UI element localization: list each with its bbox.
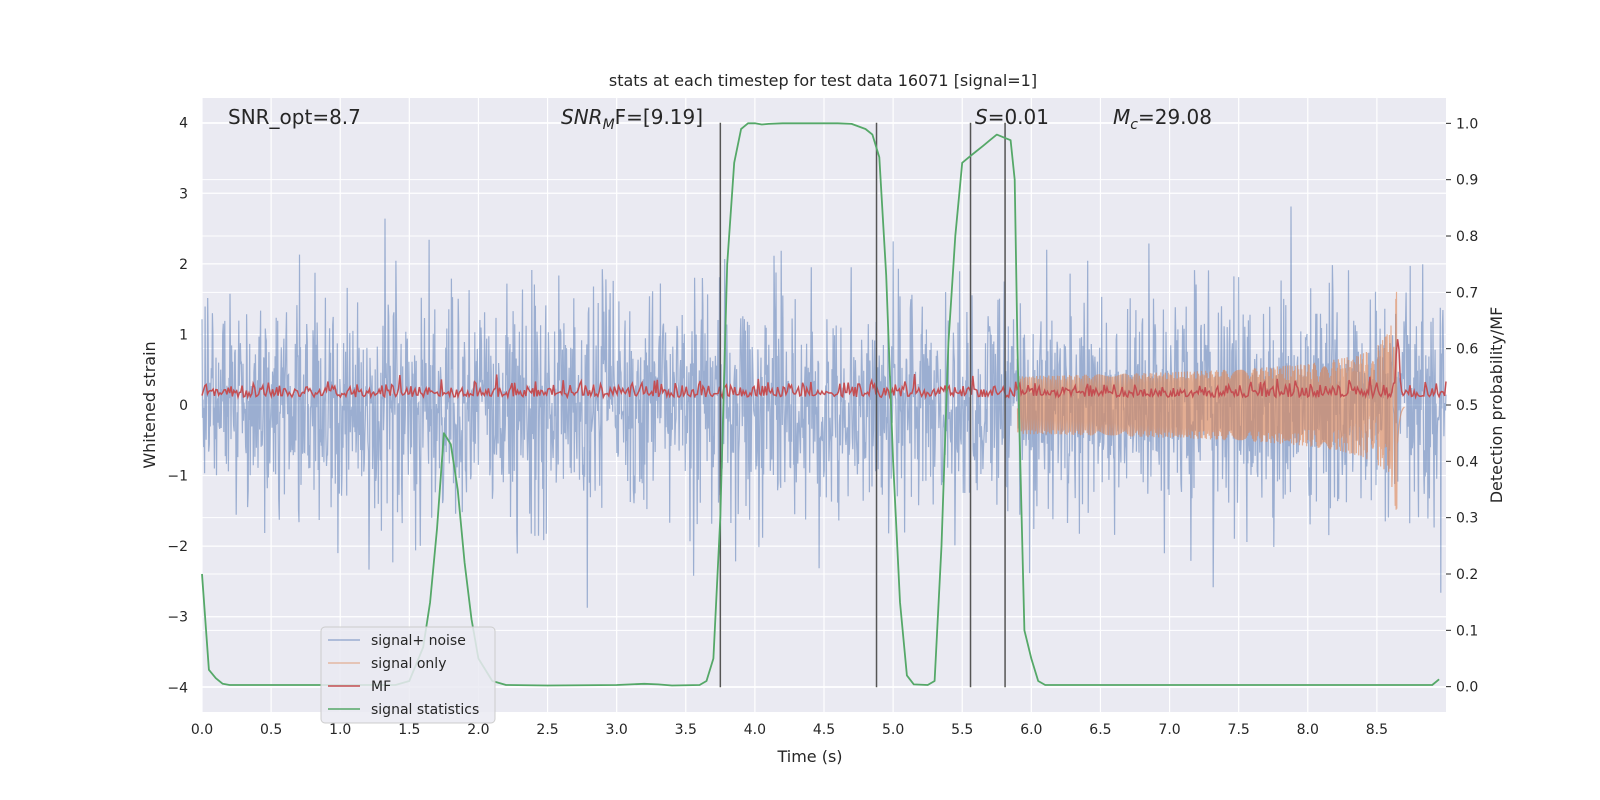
legend-label-signal-only: signal only: [371, 656, 446, 672]
y2-tick-label: 0.8: [1456, 229, 1478, 245]
y-tick-label: −4: [167, 680, 188, 696]
y2-tick-label: 1.0: [1456, 116, 1478, 132]
x-tick-label: 1.5: [398, 722, 420, 738]
x-tick-label: 1.0: [329, 722, 351, 738]
x-tick-label: 5.0: [882, 722, 904, 738]
series-signal-statistics: [201, 122, 1440, 687]
x-tick-label: 0.0: [191, 722, 213, 738]
x-tick-label: 3.0: [606, 722, 628, 738]
y-axis-label: Whitened strain: [140, 341, 159, 468]
x-tick-label: 6.0: [1020, 722, 1042, 738]
y2-tick-label: 0.3: [1456, 511, 1478, 527]
y-tick-label: 1: [179, 327, 188, 343]
x-tick-label: 2.0: [467, 722, 489, 738]
x-tick-label: 6.5: [1089, 722, 1111, 738]
y-tick-label: 3: [179, 186, 188, 202]
series-mf: [201, 339, 1447, 400]
chart-title: stats at each timestep for test data 160…: [609, 71, 1037, 90]
y2-axis-label: Detection probability/MF: [1487, 307, 1506, 504]
y-tick-label: −2: [167, 539, 188, 555]
annotation-s: S=0.01: [975, 105, 1049, 129]
vertical-markers: [719, 122, 1006, 688]
signal-statistics-line: [201, 122, 1440, 687]
y-tick-label: 2: [179, 257, 188, 273]
legend-label-signal-statistics: signal statistics: [371, 702, 479, 718]
x-tick-label: 8.0: [1297, 722, 1319, 738]
y2-tick-label: 0.1: [1456, 623, 1478, 639]
legend-label-mf: MF: [371, 679, 391, 695]
y2-tick-label: 0.9: [1456, 173, 1478, 189]
y2-tick-label: 0.7: [1456, 285, 1478, 301]
axis-ticks: 0.0 0.5 1.0 1.5 2.0 2.5 3.0 3.5 4.0 4.5 5.0 5.5 6.0 6…: [167, 116, 1478, 738]
x-tick-label: 7.0: [1158, 722, 1180, 738]
y-tick-label: 0: [179, 398, 188, 414]
y2-tick-label: 0.5: [1456, 398, 1478, 414]
x-tick-label: 7.5: [1228, 722, 1250, 738]
annotation-snr-opt: SNR_opt=8.7: [228, 105, 361, 129]
legend: signal+ noise signal only MF signal stat…: [320, 626, 496, 724]
y2-tick-label: 0.4: [1456, 454, 1478, 470]
mf-line: [201, 339, 1447, 400]
y-tick-label: 4: [179, 116, 188, 132]
y-tick-label: −1: [167, 469, 188, 485]
x-tick-label: 4.5: [813, 722, 835, 738]
y2-tick-label: 0.2: [1456, 567, 1478, 583]
x-tick-label: 4.0: [744, 722, 766, 738]
annotation-mc: Mc=29.08: [1113, 105, 1212, 133]
x-axis-label: Time (s): [776, 747, 842, 766]
y2-tick-label: 0.6: [1456, 342, 1478, 358]
x-tick-label: 8.5: [1366, 722, 1388, 738]
y-tick-label: −3: [167, 610, 188, 626]
annotation-snr-mf: SNRMF=[9.19]: [561, 105, 703, 133]
x-tick-label: 0.5: [260, 722, 282, 738]
y2-tick-label: 0.0: [1456, 680, 1478, 696]
x-tick-label: 2.5: [536, 722, 558, 738]
x-tick-label: 5.5: [951, 722, 973, 738]
x-tick-label: 3.5: [675, 722, 697, 738]
legend-label-signal-plus-noise: signal+ noise: [371, 633, 466, 649]
grid: [201, 98, 1446, 712]
